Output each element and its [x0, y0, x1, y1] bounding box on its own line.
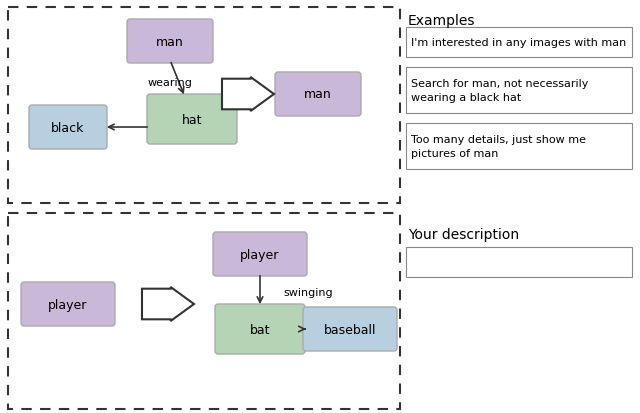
Text: bat: bat: [250, 323, 270, 336]
Bar: [8, 214, 400, 409]
FancyBboxPatch shape: [21, 282, 115, 326]
Bar: [406, 28, 632, 58]
Text: player: player: [48, 298, 88, 311]
Text: wearing: wearing: [148, 78, 193, 88]
Text: baseball: baseball: [324, 323, 376, 336]
Bar: [8, 8, 400, 204]
Text: Too many details, just show me
pictures of man: Too many details, just show me pictures …: [411, 135, 586, 158]
Text: black: black: [51, 121, 84, 134]
FancyBboxPatch shape: [147, 95, 237, 145]
FancyBboxPatch shape: [213, 233, 307, 276]
FancyBboxPatch shape: [215, 304, 305, 354]
Polygon shape: [222, 78, 274, 112]
Bar: [406, 247, 632, 277]
Text: man: man: [156, 36, 184, 48]
Bar: [406, 68, 632, 114]
Text: I'm interested in any images with man: I'm interested in any images with man: [411, 38, 627, 48]
Text: player: player: [240, 248, 280, 261]
Text: Your description: Your description: [408, 228, 519, 242]
Polygon shape: [142, 287, 194, 321]
Bar: [406, 124, 632, 170]
Text: hat: hat: [182, 113, 202, 126]
FancyBboxPatch shape: [127, 20, 213, 64]
FancyBboxPatch shape: [303, 307, 397, 351]
FancyBboxPatch shape: [29, 106, 107, 150]
FancyBboxPatch shape: [275, 73, 361, 117]
Text: swinging: swinging: [283, 287, 333, 297]
Text: Search for man, not necessarily
wearing a black hat: Search for man, not necessarily wearing …: [411, 79, 588, 102]
Text: Examples: Examples: [408, 14, 476, 28]
Text: man: man: [304, 88, 332, 101]
